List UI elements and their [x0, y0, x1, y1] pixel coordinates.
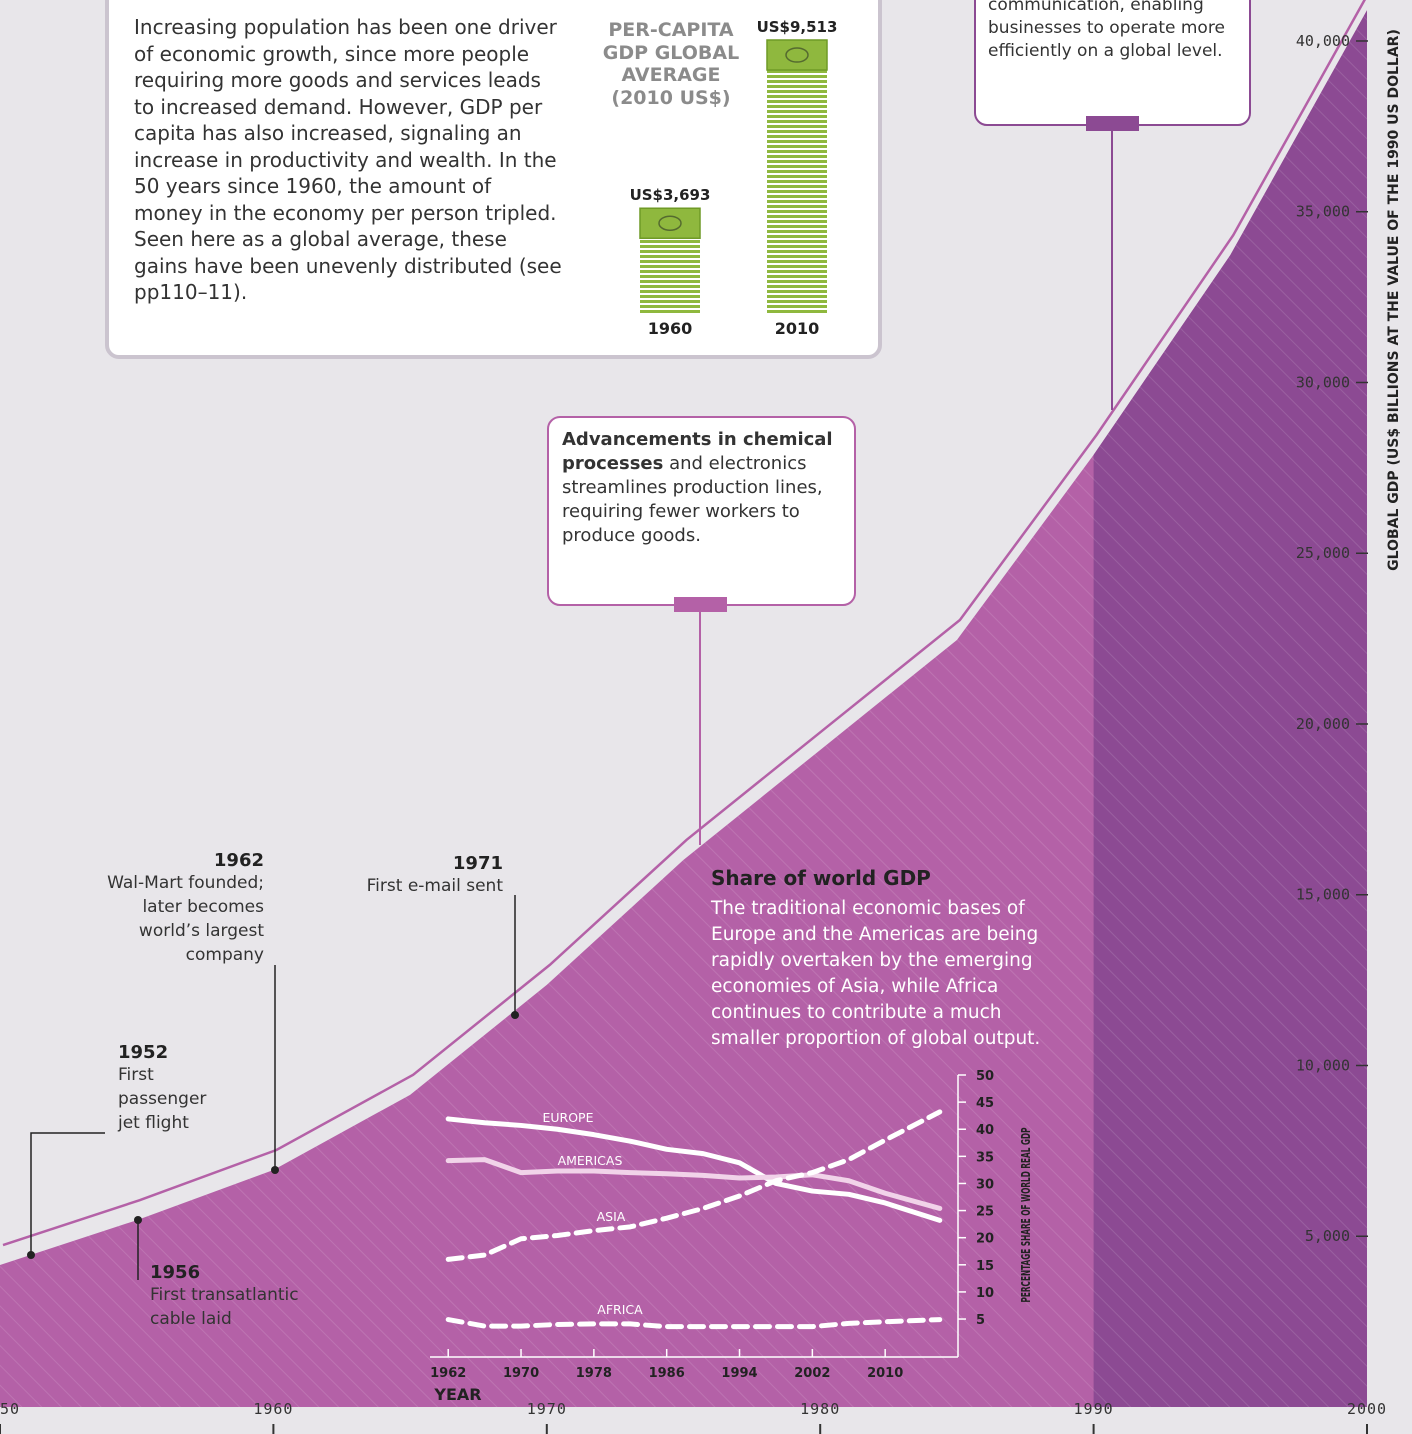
y-tick-label: 15,000 [1296, 886, 1350, 904]
event-text: Wal-Mart founded; later becomes world’s … [107, 873, 264, 965]
y-tick-label: 5,000 [1305, 1227, 1350, 1245]
y-tick-label: 10 [976, 1286, 994, 1301]
x-tick-label: 1994 [721, 1366, 757, 1381]
line [445, 1116, 943, 1223]
series-label: ASIA [597, 1209, 626, 1224]
y-tick-label: 40,000 [1296, 32, 1350, 50]
event-dot [134, 1216, 142, 1224]
y-tick-label: 45 [976, 1096, 994, 1111]
chemical-text: and electronics streamlines production l… [562, 453, 823, 546]
y-tick-label: 20 [976, 1232, 994, 1247]
x-tick-label: 1950 [0, 1400, 20, 1418]
x-tick-label: 1980 [800, 1400, 840, 1418]
series-label: AMERICAS [558, 1153, 623, 1168]
x-tick-label: 1962 [430, 1366, 466, 1381]
y-tick-label: 25 [976, 1205, 994, 1220]
x-tick-label: 1990 [1074, 1400, 1114, 1418]
event-year: 1952 [118, 1042, 169, 1063]
x-tick-label: 1970 [527, 1400, 567, 1418]
event-year: 1956 [150, 1262, 201, 1283]
event-text: First passenger jet flight [118, 1065, 207, 1133]
x-tick-label: 1986 [649, 1366, 685, 1381]
y-tick-label: 40 [976, 1123, 994, 1138]
x-tick-label: 2010 [867, 1366, 903, 1381]
y-tick-label: 30 [976, 1177, 994, 1192]
event-leader [30, 1132, 105, 1255]
y-tick-label: 15 [976, 1259, 994, 1274]
series-label: AFRICA [597, 1302, 643, 1317]
y-axis-label: PERCENTAGE SHARE OF WORLD REAL GDP [1018, 1128, 1033, 1303]
chemical-bold: Advancements in chemical processes [562, 429, 833, 474]
intro-text: Increasing population has been one drive… [134, 15, 562, 304]
value-label: US$9,513 [757, 18, 838, 36]
value-label: US$3,693 [630, 186, 711, 204]
bar [767, 40, 827, 315]
event-dot [27, 1251, 35, 1259]
event-dot [511, 1011, 519, 1019]
x-axis-label: YEAR [433, 1385, 481, 1404]
line [445, 1157, 943, 1211]
tab [674, 597, 727, 612]
x-tick-label: 1960 [253, 1400, 293, 1418]
y-tick-label: 20,000 [1296, 715, 1350, 733]
line [445, 1109, 943, 1262]
y-axis-label: GLOBAL GDP (US$ BILLIONS AT THE VALUE OF… [1386, 29, 1402, 571]
event-dot [271, 1166, 279, 1174]
x-tick-label: 2000 [1347, 1400, 1387, 1418]
x-tick-label: 1970 [503, 1366, 539, 1381]
banknote [766, 39, 828, 71]
banknote-circle [785, 47, 809, 63]
event: 1956 First transatlantic cable laid [150, 1262, 320, 1331]
event-year: 1971 [452, 853, 503, 874]
event-text: First transatlantic cable laid [150, 1285, 299, 1329]
series-label: EUROPE [542, 1110, 593, 1125]
x-tick-label: 2002 [794, 1366, 830, 1381]
y-tick-label: 35,000 [1296, 203, 1350, 221]
event: 1971 First e-mail sent [343, 853, 503, 898]
line [445, 1317, 943, 1330]
event-year: 1962 [213, 850, 264, 871]
y-tick-label: 50 [976, 1069, 994, 1084]
banknote-circle [658, 215, 682, 231]
category-label: 1960 [648, 319, 693, 338]
y-tick-label: 35 [976, 1150, 994, 1165]
event-text: First e-mail sent [366, 876, 503, 896]
y-tick-label: 30,000 [1296, 373, 1350, 391]
y-tick-label: 10,000 [1296, 1056, 1350, 1074]
x-tick-label: 1978 [576, 1366, 612, 1381]
bar-title: PER-CAPITA GDP GLOBAL AVERAGE (2010 US$) [602, 19, 740, 109]
y-tick-label: 25,000 [1296, 544, 1350, 562]
event: 1952 First passenger jet flight [118, 1042, 238, 1135]
banknote [639, 207, 701, 239]
category-label: 2010 [775, 319, 820, 338]
event: 1962 Wal-Mart founded; later becomes wor… [84, 850, 264, 967]
inset-subtitle: The traditional economic bases of Europe… [711, 898, 1041, 1049]
y-tick-label: 5 [976, 1313, 985, 1328]
top-right-note: communication, enabling businesses to op… [988, 0, 1225, 61]
inset-title: Share of world GDP [711, 866, 931, 890]
hatch [0, 10, 1367, 1408]
outline-line [2, 0, 1366, 1247]
tab [1086, 116, 1139, 131]
chemical-note: Advancements in chemical processes and e… [562, 428, 842, 548]
